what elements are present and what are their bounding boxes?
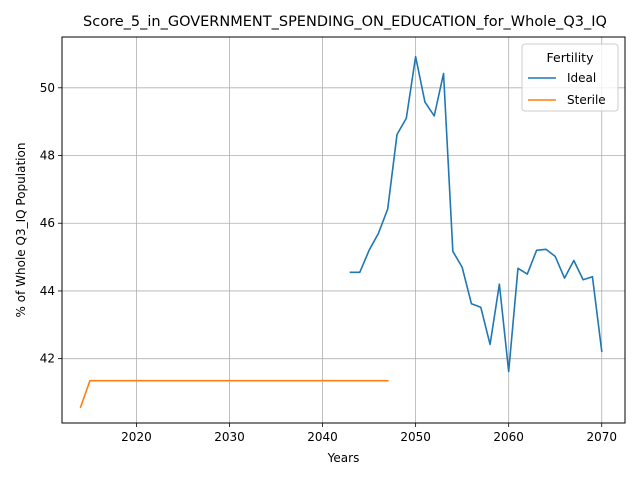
y-tick-label: 50	[40, 81, 55, 95]
legend-label-ideal: Ideal	[567, 71, 596, 85]
legend-box	[521, 43, 619, 112]
y-tick-label: 42	[40, 352, 55, 366]
x-tick-label: 2040	[307, 430, 338, 444]
chart-title: Score_5_in_GOVERNMENT_SPENDING_ON_EDUCAT…	[83, 14, 607, 30]
x-tick-label: 2050	[400, 430, 431, 444]
y-tick-label: 46	[40, 216, 55, 230]
plot-lines	[79, 55, 603, 409]
legend-entries: Ideal Sterile	[528, 71, 606, 107]
series-line-ideal	[349, 55, 603, 373]
x-tick-label: 2060	[493, 430, 524, 444]
plot-frame	[61, 36, 626, 424]
x-tick-label: 2030	[214, 430, 245, 444]
x-axis: 2020 2030 2040 2050 2060 2070	[121, 423, 617, 444]
series-line-sterile	[79, 379, 389, 409]
y-tick-label: 48	[40, 149, 55, 163]
x-tick-label: 2020	[121, 430, 152, 444]
y-tick-label: 44	[40, 284, 55, 298]
x-axis-label: Years	[327, 451, 360, 465]
x-tick-label: 2070	[586, 430, 617, 444]
legend-title: Fertility	[547, 50, 595, 65]
legend: Fertility Ideal Sterile	[521, 43, 619, 112]
legend-label-sterile: Sterile	[567, 93, 606, 107]
y-axis: 42 44 46 48 50	[40, 81, 62, 366]
y-axis-label: % of Whole Q3_IQ Population	[14, 143, 28, 318]
